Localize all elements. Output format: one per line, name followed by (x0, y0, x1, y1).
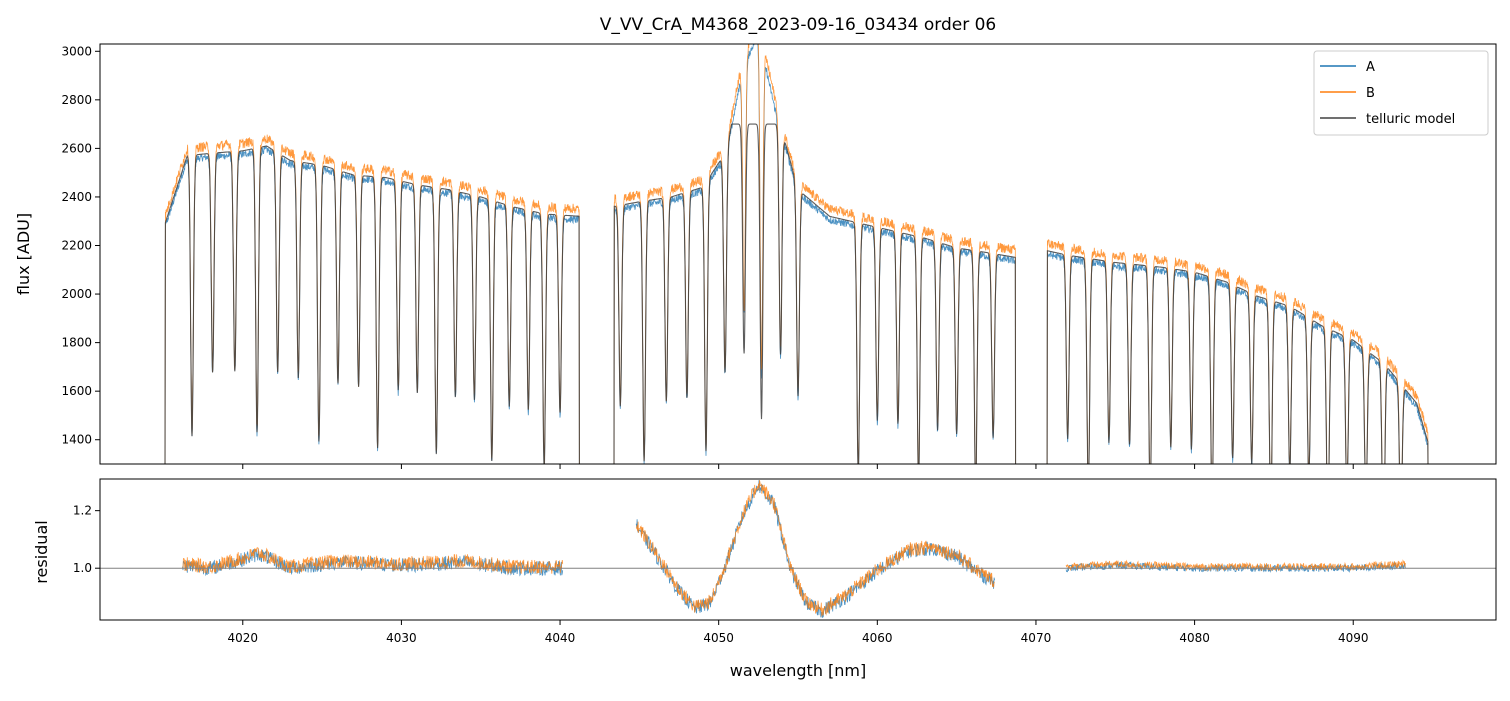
residual-b-line-seg-2 (1065, 559, 1406, 572)
residual-b-line-seg-1 (635, 480, 995, 617)
bottom-ytick-label: 1.0 (73, 561, 92, 575)
bottom-panel: 1.0 1.2 4020 4030 4040 4050 4060 4070 4080 4090 r… (32, 478, 1497, 680)
residual-a-line-seg-2 (1065, 560, 1406, 573)
series-telluric-model-line-seg-0 (164, 145, 580, 464)
bottom-ylabel: residual (32, 520, 51, 583)
bottom-xtick-label: 4070 (1021, 631, 1052, 645)
bottom-xtick-label: 4060 (862, 631, 893, 645)
bottom-xtick-label: 4080 (1179, 631, 1210, 645)
series-a-line-seg-1 (613, 44, 1016, 464)
legend-label-telluric: telluric model (1366, 112, 1455, 127)
top-panel: 1400 1600 1800 2000 2200 2400 2600 2800 3000 flu… (14, 43, 1497, 469)
bottom-xtick-label: 4020 (227, 631, 258, 645)
series-b-line-seg-1 (613, 44, 1016, 464)
top-ylabel: flux [ADU] (14, 213, 33, 295)
top-ytick-label: 3000 (61, 44, 92, 58)
chart-title: V_VV_CrA_M4368_2023-09-16_03434 order 06 (600, 15, 996, 35)
top-ytick-label: 1600 (61, 384, 92, 398)
series-b-line-seg-0 (164, 134, 580, 464)
legend-label-b: B (1366, 86, 1375, 101)
bottom-xtick-label: 4040 (545, 631, 576, 645)
series-a-line-seg-2 (1046, 250, 1429, 464)
bottom-xlabel: wavelength [nm] (730, 661, 867, 680)
legend: A B telluric model (1313, 50, 1489, 136)
bottom-xtick-label: 4090 (1338, 631, 1369, 645)
legend-label-a: A (1366, 60, 1375, 75)
top-ytick-label: 2400 (61, 190, 92, 204)
bottom-axes-frame (99, 478, 1497, 621)
bottom-xtick-label: 4050 (703, 631, 734, 645)
top-ytick-label: 1800 (61, 336, 92, 350)
series-b-line-seg-2 (1046, 239, 1429, 464)
top-ytick-label: 1400 (61, 433, 92, 447)
legend-box (1313, 50, 1489, 136)
top-ytick-label: 2000 (61, 287, 92, 301)
top-ytick-label: 2200 (61, 239, 92, 253)
top-ytick-label: 2800 (61, 93, 92, 107)
top-axes-frame (99, 43, 1497, 465)
residual-a-line-seg-0 (182, 548, 564, 577)
series-telluric-model-line-seg-1 (613, 123, 1017, 464)
series-telluric-model-line-seg-2 (1046, 250, 1429, 464)
residual-a-line-seg-1 (635, 480, 995, 618)
bottom-ytick-label: 1.2 (73, 504, 92, 518)
residual-b-line-seg-0 (182, 546, 564, 575)
bottom-xtick-label: 4030 (386, 631, 417, 645)
top-ytick-label: 2600 (61, 141, 92, 155)
series-a-line-seg-0 (164, 146, 580, 464)
